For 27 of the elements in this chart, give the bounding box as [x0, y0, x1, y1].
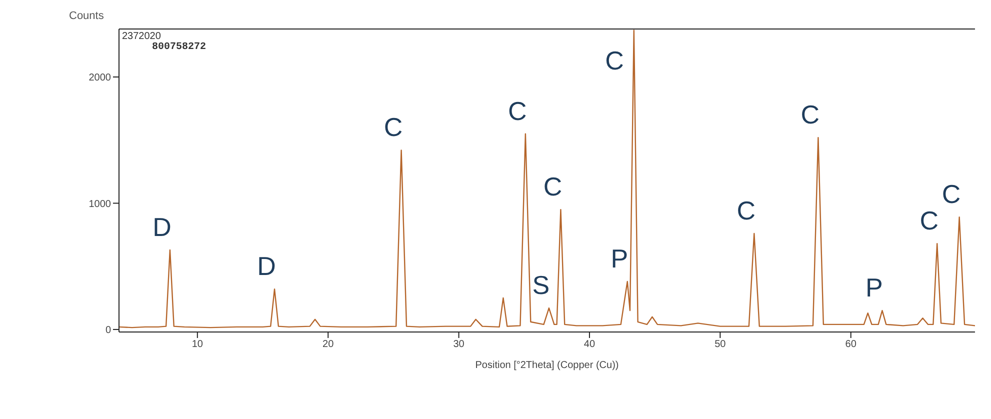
- annotation: 2372020: [122, 31, 161, 42]
- annotation: D: [152, 212, 172, 242]
- y-tick-label: 2000: [88, 72, 112, 84]
- annotation: C: [942, 179, 961, 210]
- annotation: P: [610, 244, 628, 274]
- annotation: C: [736, 196, 756, 226]
- x-tick-label: 10: [192, 339, 204, 350]
- y-tick-label: 0: [105, 325, 112, 336]
- annotation: C: [605, 45, 624, 76]
- annotation: S: [532, 270, 550, 300]
- x-tick-label: 20: [322, 339, 334, 350]
- annotation: C: [384, 112, 403, 142]
- x-tick-label: 30: [453, 339, 465, 350]
- y-tick-label: 1000: [88, 198, 112, 210]
- annotation: C: [543, 172, 562, 202]
- annotation: C: [508, 96, 527, 126]
- x-tick-label: 60: [845, 339, 857, 350]
- annotation: 800758272: [152, 42, 206, 53]
- annotation: P: [866, 272, 883, 303]
- annotation: D: [257, 251, 276, 282]
- x-axis-title: Position [°2Theta] (Copper (Cu)): [475, 360, 619, 371]
- annotation: C: [800, 100, 820, 130]
- y-axis-title: Counts: [69, 10, 104, 22]
- annotation: C: [920, 206, 938, 236]
- x-tick-label: 40: [584, 339, 596, 350]
- line-series: [119, 30, 975, 328]
- x-tick-label: 50: [714, 339, 726, 350]
